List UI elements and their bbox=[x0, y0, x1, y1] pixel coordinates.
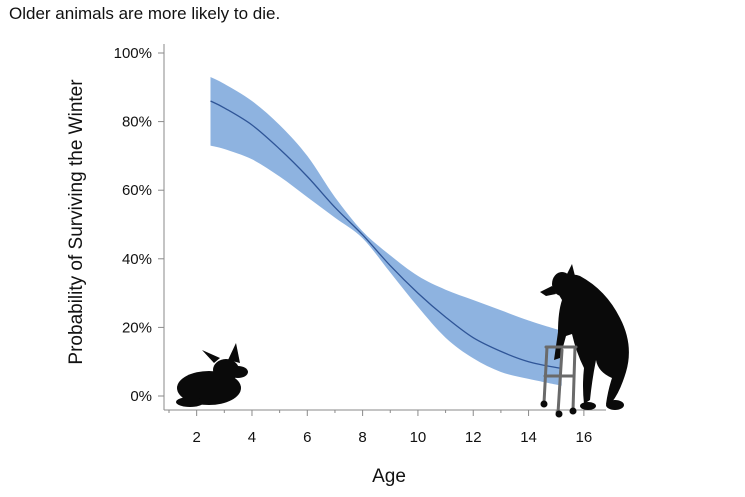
x-tick-label: 16 bbox=[576, 429, 593, 446]
y-tick-label: 80% bbox=[122, 114, 152, 131]
y-tick-label: 20% bbox=[122, 319, 152, 336]
survival-curve-line-0 bbox=[210, 100, 562, 370]
fawn-icon bbox=[176, 343, 248, 407]
elderly-deer-icon bbox=[540, 264, 629, 418]
confidence-band-0 bbox=[210, 77, 562, 386]
page-title: Older animals are more likely to die. bbox=[9, 4, 281, 23]
x-tick-label: 12 bbox=[465, 429, 482, 446]
y-tick-label: 100% bbox=[114, 45, 152, 62]
x-tick-label: 14 bbox=[520, 429, 537, 446]
y-axis-title: Probability of Surviving the Winter bbox=[66, 79, 87, 365]
x-tick-label: 10 bbox=[410, 429, 427, 446]
x-tick-label: 4 bbox=[248, 429, 256, 446]
y-tick-label: 0% bbox=[130, 388, 152, 405]
y-tick-label: 40% bbox=[122, 251, 152, 268]
x-tick-label: 2 bbox=[192, 429, 200, 446]
x-tick-label: 8 bbox=[358, 429, 366, 446]
x-tick-label: 6 bbox=[303, 429, 311, 446]
x-axis-title: Age bbox=[372, 466, 406, 487]
y-tick-label: 60% bbox=[122, 182, 152, 199]
